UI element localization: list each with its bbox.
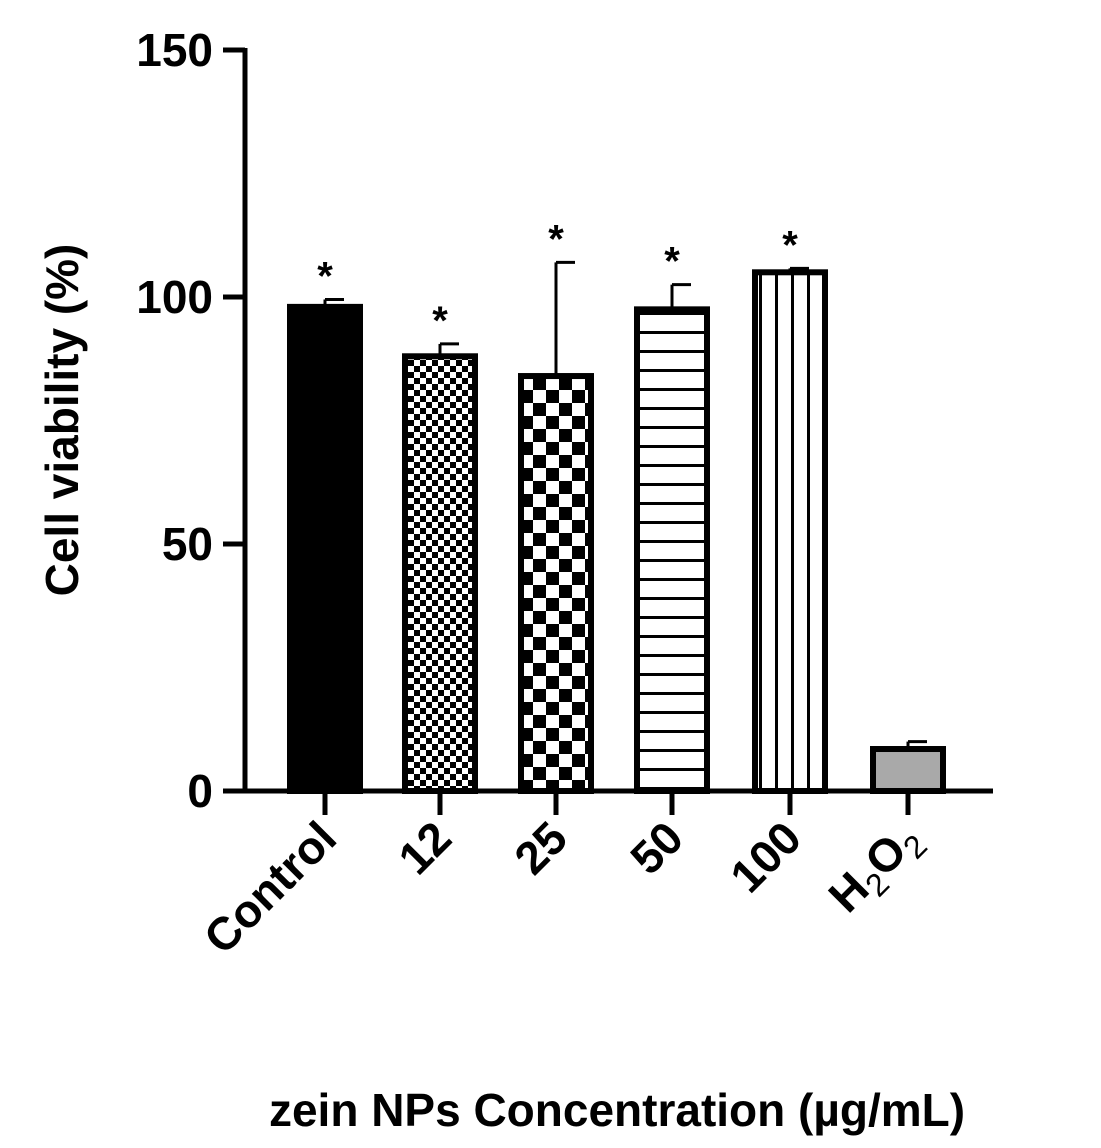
y-tick-label: 150 [136,24,213,76]
x-axis-title: zein NPs Concentration (µg/mL) [269,1084,965,1136]
x-tick-label: 12 [388,811,461,884]
bar-5 [752,269,828,794]
x-tick-label: 100 [720,811,811,902]
bar-3 [518,373,594,794]
y-tick-label: 50 [162,518,213,570]
y-tick-label: 100 [136,271,213,323]
significance-marker: * [317,254,333,298]
x-tick-label: 25 [504,811,577,884]
significance-marker: * [664,240,680,284]
bar-2 [402,353,478,794]
bar-4 [634,306,710,794]
x-tick-label: 50 [620,811,693,884]
bar-1 [287,303,363,794]
significance-marker: * [432,299,448,343]
x-tick-label: Control [194,811,346,963]
significance-marker: * [548,217,564,261]
bar-6 [870,746,946,795]
significance-marker: * [782,223,798,267]
y-axis-title: Cell viability (%) [36,244,88,597]
x-tick-label: H2O2 [818,811,934,927]
y-tick-label: 0 [187,765,213,817]
